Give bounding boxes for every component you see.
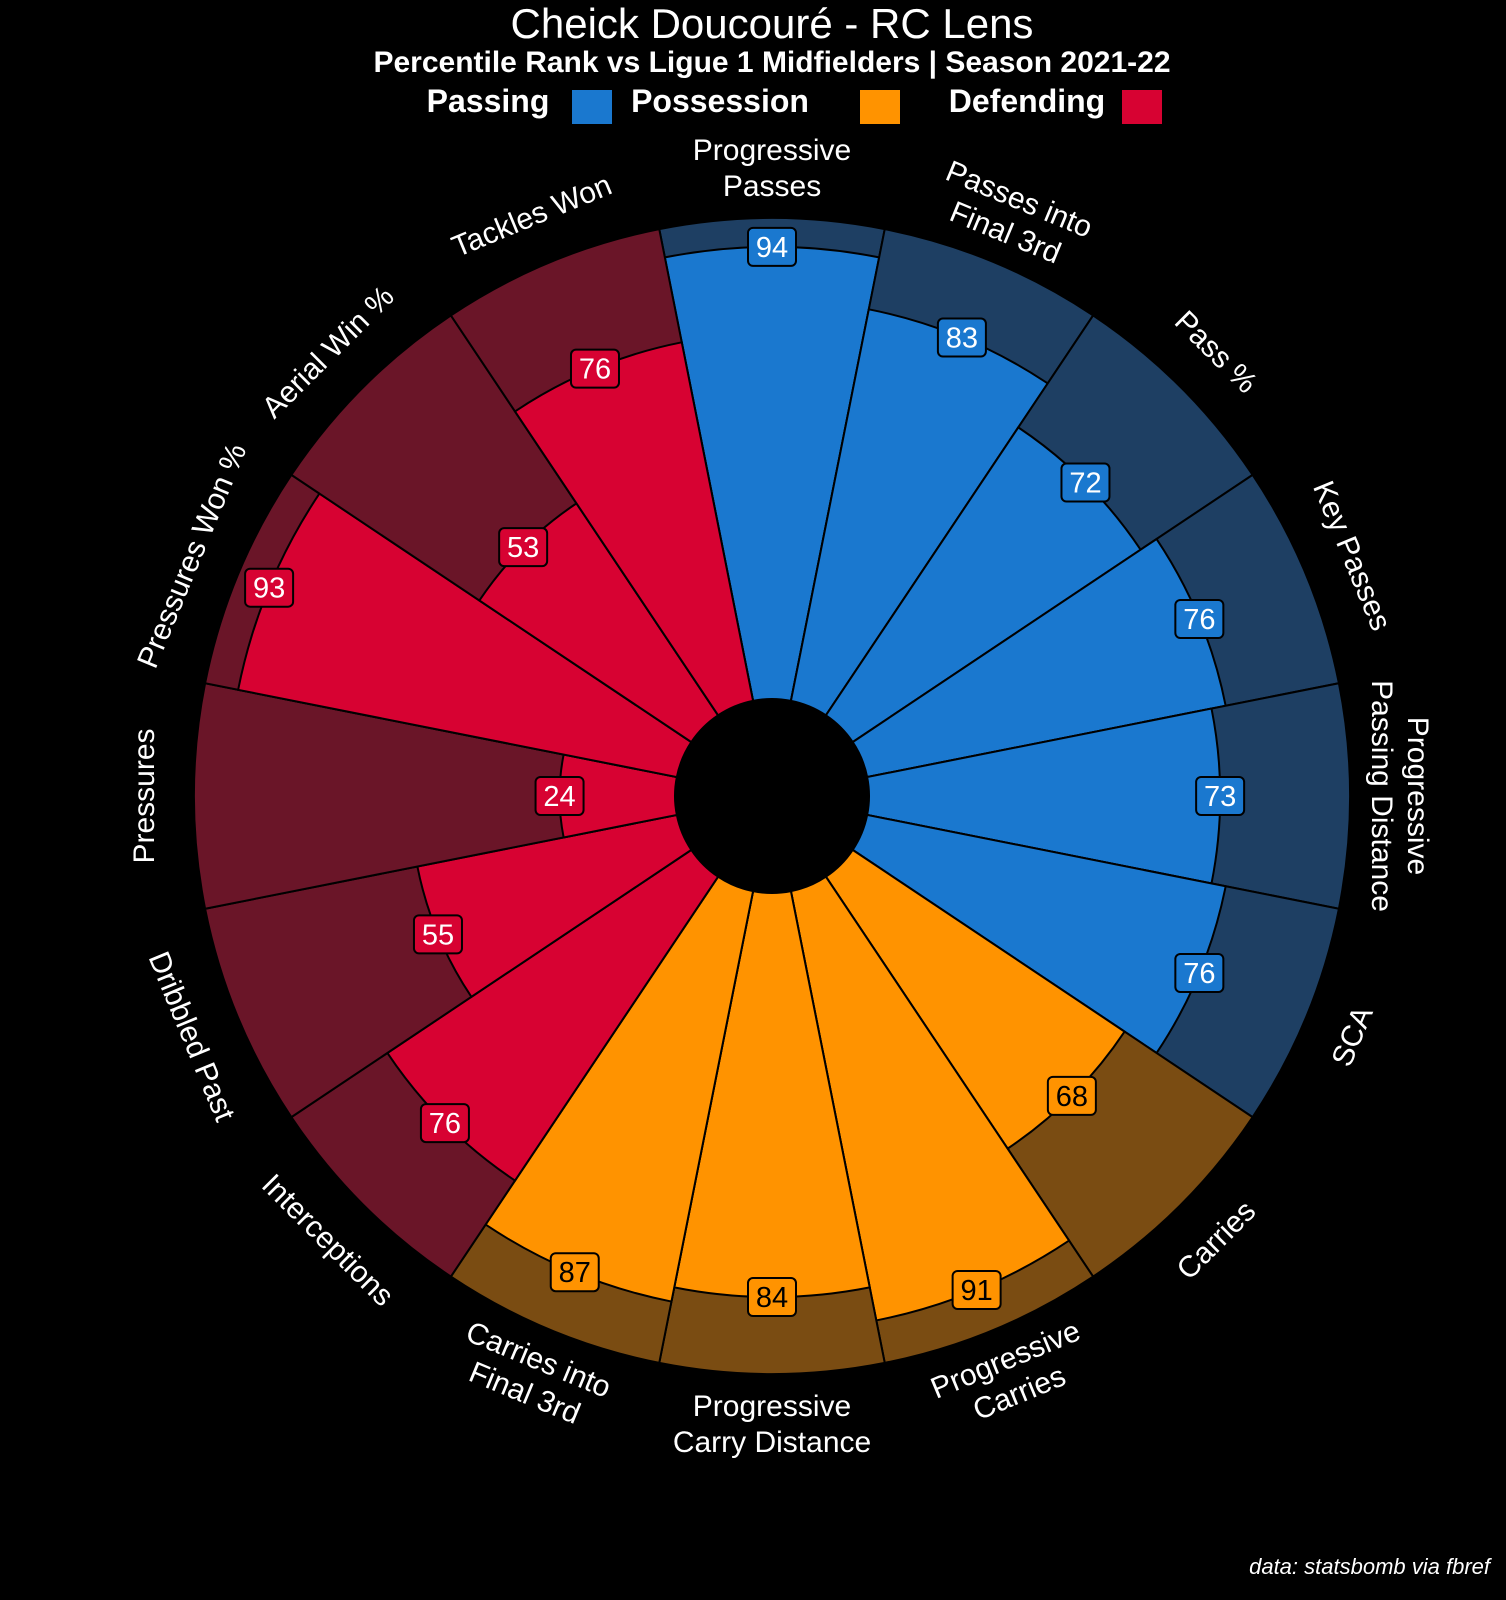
value-label: 76 <box>579 354 611 386</box>
value-label: 76 <box>1183 958 1215 990</box>
value-box <box>412 914 463 955</box>
value-label: 53 <box>507 532 539 564</box>
param-label: ProgressivePassing Distance <box>1365 680 1434 912</box>
value-box <box>936 317 987 358</box>
param-label-line: Progressive <box>693 134 851 167</box>
value-box <box>549 1252 600 1293</box>
value-box <box>1060 462 1111 503</box>
param-label-line: Pressures <box>128 728 161 863</box>
value-label: 68 <box>1056 1081 1088 1113</box>
value-label: 83 <box>946 323 978 355</box>
param-label-line: Carries <box>1171 1195 1263 1287</box>
center-hole <box>675 699 869 893</box>
value-box <box>1195 776 1246 816</box>
param-label: Pressures <box>128 728 161 863</box>
wedges <box>193 217 1351 1375</box>
param-label-line: Passes <box>723 170 821 203</box>
legend-label: Possession <box>631 83 809 119</box>
footnote: data: statsbomb via fbref <box>1249 1554 1493 1579</box>
legend: Passing Possession Defending <box>427 83 1162 124</box>
value-label: 84 <box>756 1282 788 1314</box>
value-box <box>498 527 549 568</box>
value-label: 72 <box>1069 468 1101 500</box>
value-label: 94 <box>756 232 788 264</box>
value-label: 76 <box>1183 604 1215 636</box>
value-labels: 94 83 72 76 73 76 68 91 84 87 76 55 24 93 53 76 <box>244 226 1246 1318</box>
param-label-line: Progressive <box>693 1390 851 1423</box>
value-label: 93 <box>253 573 285 605</box>
value-label: 55 <box>422 919 454 951</box>
legend-swatch <box>860 90 900 124</box>
legend-label: Passing <box>427 83 550 119</box>
value-box <box>747 1277 797 1318</box>
param-label: Pass % <box>1168 305 1263 400</box>
value-box <box>1174 953 1225 994</box>
value-label: 91 <box>960 1275 992 1307</box>
legend-label: Defending <box>949 83 1105 119</box>
value-box <box>534 776 585 816</box>
value-box <box>244 567 295 608</box>
param-label: Progressive Carry Distance <box>673 1390 871 1459</box>
chart-subtitle: Percentile Rank vs Ligue 1 Midfielders |… <box>373 46 1170 79</box>
param-label-line: SCA <box>1326 1002 1380 1072</box>
param-label: Carries <box>1171 1195 1263 1287</box>
value-label: 76 <box>429 1108 461 1140</box>
value-box <box>951 1270 1002 1311</box>
value-box <box>1046 1075 1097 1116</box>
value-label: 87 <box>559 1257 591 1289</box>
value-box <box>747 226 797 267</box>
legend-swatch <box>572 90 612 124</box>
value-label: 73 <box>1204 781 1236 813</box>
value-label: 24 <box>543 781 575 813</box>
value-box <box>569 348 620 389</box>
param-label-line: Progressive <box>1401 717 1434 875</box>
legend-swatch <box>1122 90 1162 124</box>
param-label-line: Pass % <box>1168 305 1263 400</box>
param-label-line: Passing Distance <box>1365 680 1398 912</box>
param-label: Progressive Passes <box>693 134 851 203</box>
value-box <box>1174 598 1225 639</box>
param-label: SCA <box>1326 1002 1380 1072</box>
param-label-line: Carry Distance <box>673 1426 871 1459</box>
chart-title: Cheick Doucouré - RC Lens <box>511 0 1034 47</box>
value-box <box>419 1103 470 1144</box>
